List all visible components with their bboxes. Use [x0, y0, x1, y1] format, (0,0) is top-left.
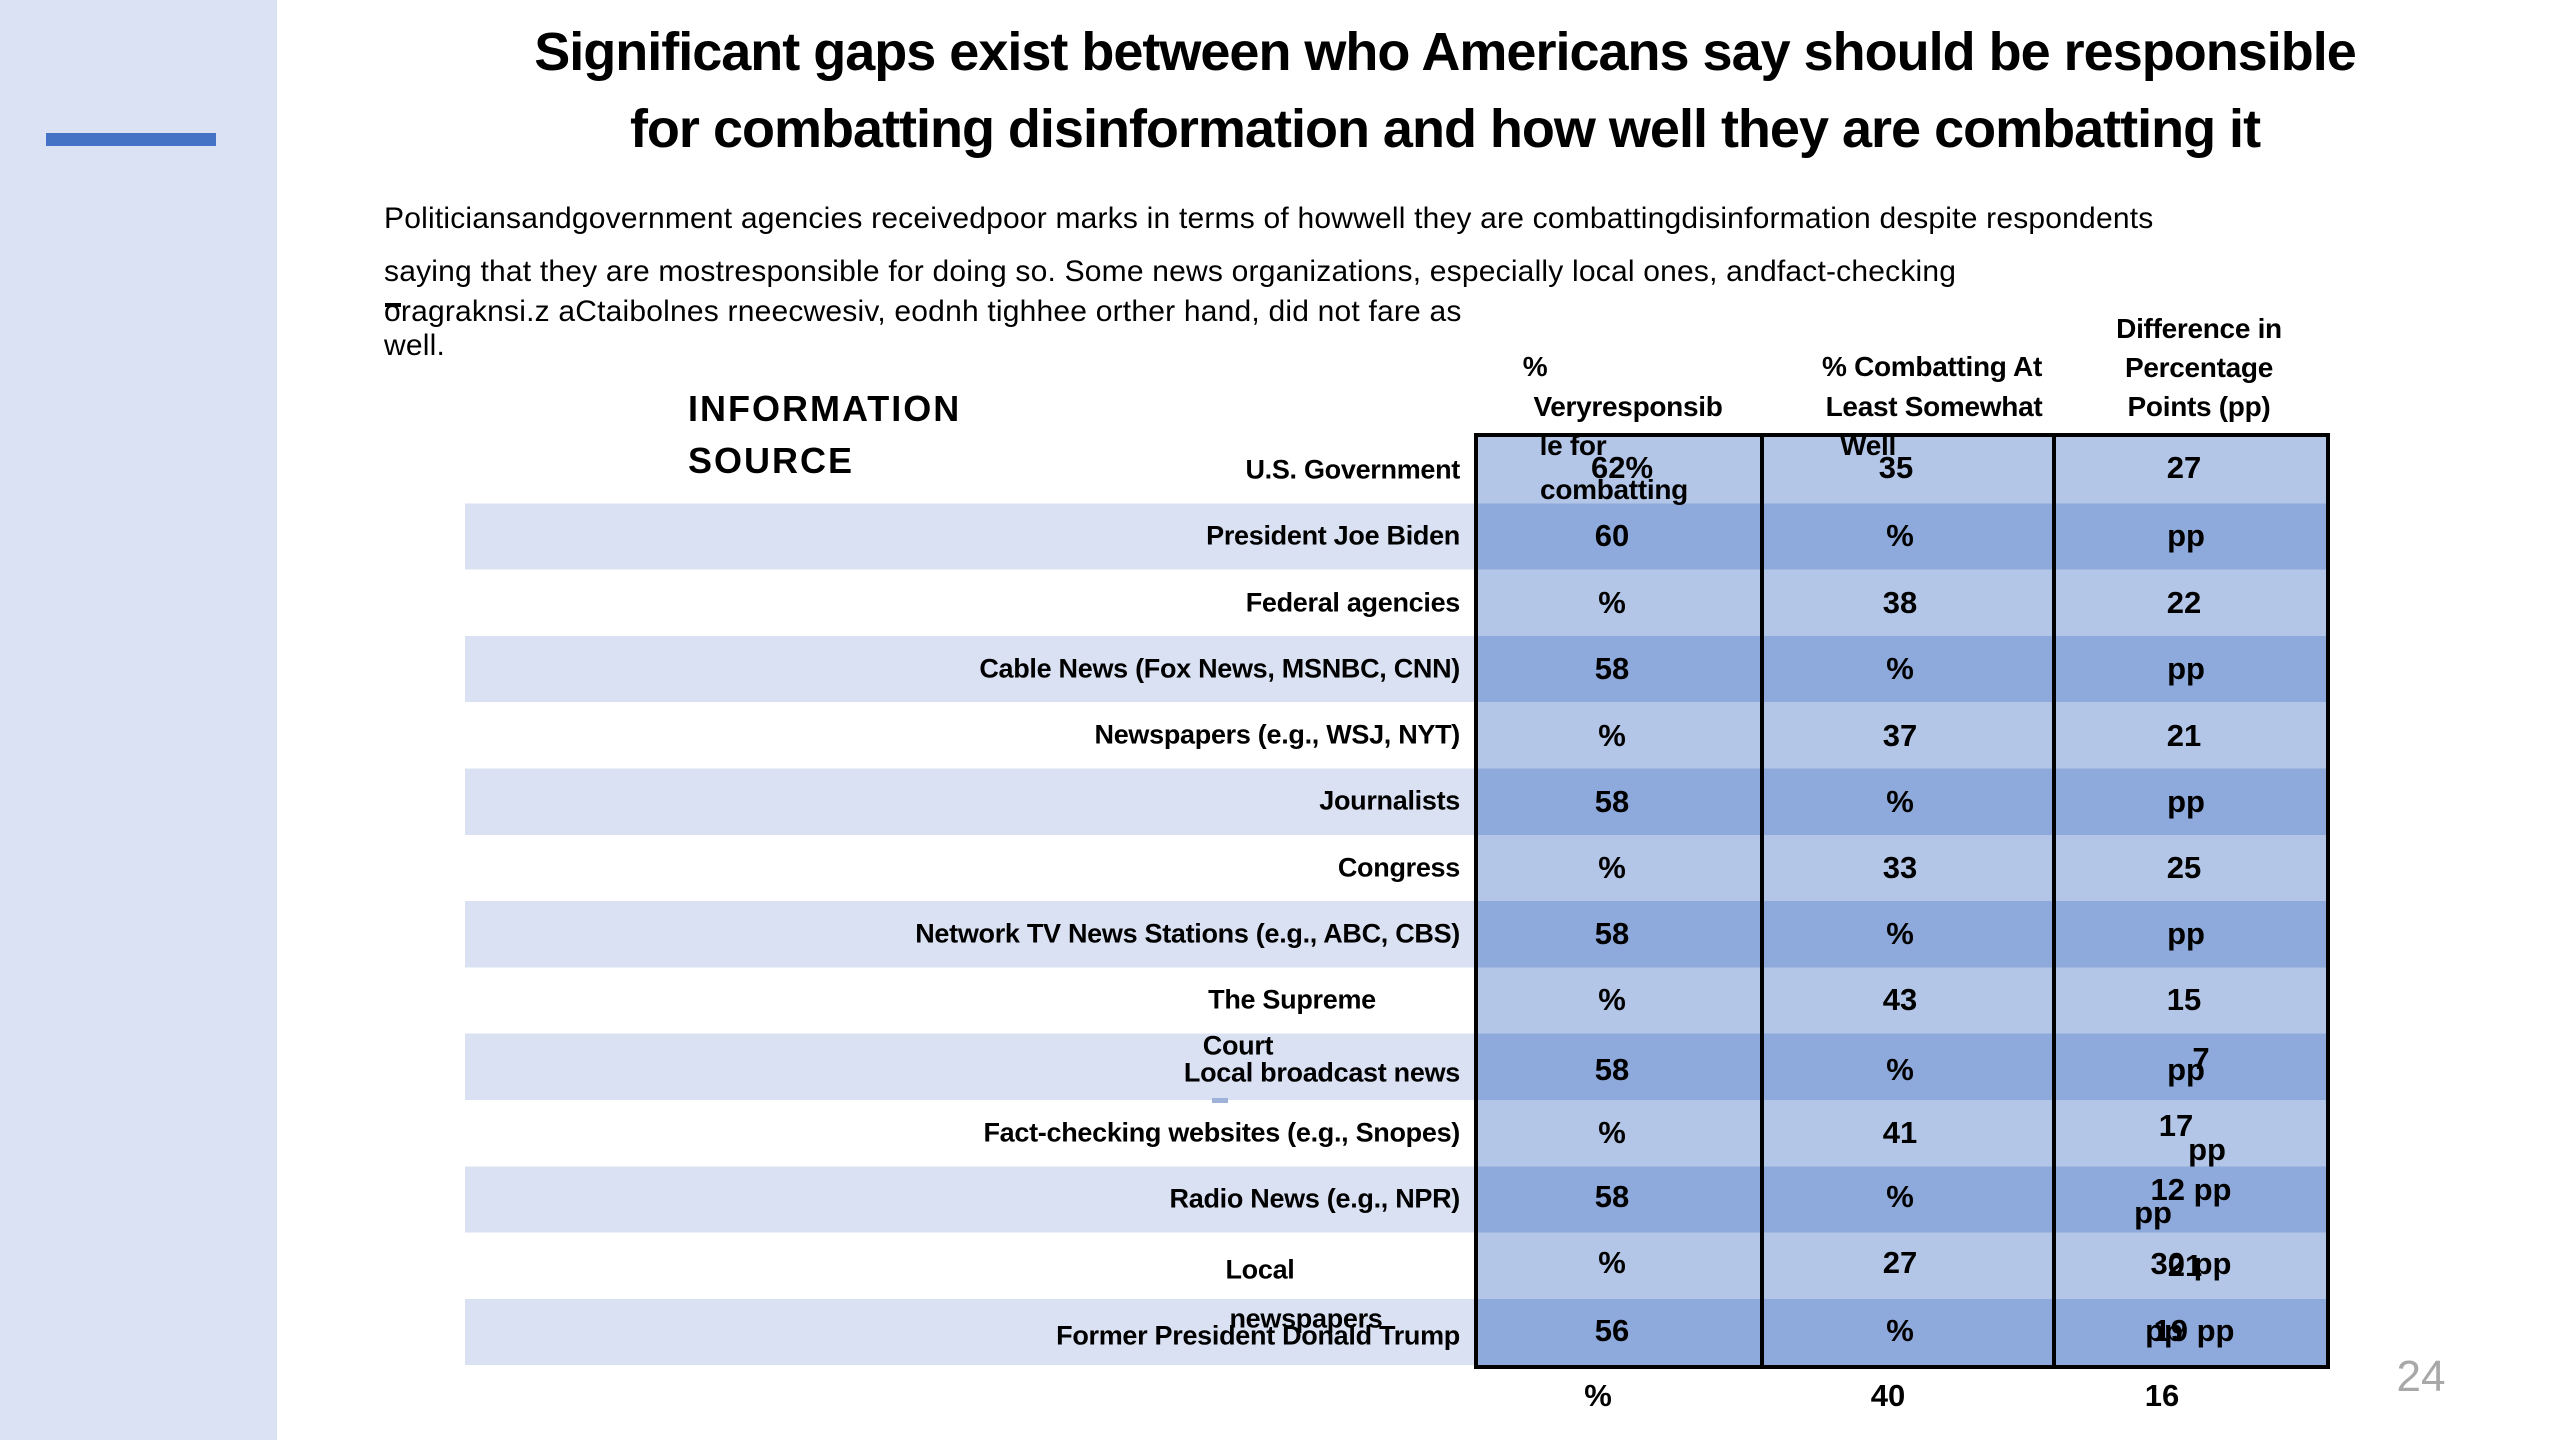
cell-value: 21: [2166, 718, 2202, 753]
header-responsible-line2: Veryresponsib: [1533, 391, 1723, 422]
cell-value-overlap: 21: [2167, 1248, 2203, 1283]
paragraph-line3: oragraknsi.z aCtaibolnes rneecwesiv, eod…: [384, 295, 1462, 328]
header-combatting-line1: % Combatting At: [1822, 351, 2042, 382]
cell-value: 16: [2144, 1378, 2180, 1413]
cell-value: 27: [1882, 1245, 1918, 1280]
cell-value: 19 pp: [2153, 1313, 2235, 1348]
stray-dash-artifact: [1212, 1098, 1228, 1103]
row-label: Cable News (Fox News, MSNBC, CNN): [979, 653, 1460, 684]
row-label: Local broadcast news: [1183, 1057, 1460, 1088]
row-label: Congress: [1337, 852, 1460, 883]
row-label-stripes: [465, 437, 1478, 1365]
cell-value: 35: [1878, 450, 1914, 485]
cell-value-overlap: 7: [2192, 1041, 2210, 1076]
header-responsible-line1: %: [1522, 351, 1548, 382]
cell-value: %: [1598, 850, 1626, 885]
paragraph-line4: well.: [384, 329, 446, 362]
cell-value: %: [1598, 1115, 1626, 1150]
info-source-header-line2: SOURCE: [688, 440, 855, 481]
header-difference-line1: Difference in: [2116, 313, 2282, 344]
cell-value: 62%: [1590, 450, 1654, 485]
cell-value: pp: [2167, 916, 2205, 951]
cell-value: pp: [2167, 784, 2205, 819]
cell-value: %: [1598, 1245, 1626, 1280]
row-label: Fact-checking websites (e.g., Snopes): [983, 1117, 1460, 1148]
cell-value: %: [1598, 982, 1626, 1017]
paragraph-line1: Politiciansandgovernment agencies receiv…: [384, 202, 2154, 235]
column-difference-cells: [2056, 437, 2326, 1365]
column-very-responsible-cells: [1478, 437, 1760, 1365]
row-label: The Supreme: [1208, 984, 1376, 1015]
cell-value: 15: [2166, 982, 2202, 1017]
cell-value: %: [1886, 1313, 1914, 1348]
cell-value: 27: [2166, 450, 2202, 485]
header-combatting-line2: Least Somewhat: [1825, 391, 2043, 422]
column-combatting-well-cells: [1764, 437, 2052, 1365]
cell-value: 58: [1594, 1052, 1630, 1087]
cell-value: 30 pp: [2150, 1246, 2232, 1281]
row-label: Federal agencies: [1245, 587, 1461, 618]
cell-value: 17: [2158, 1108, 2194, 1143]
row-label: Local: [1225, 1254, 1295, 1285]
cell-value: 43: [1882, 982, 1918, 1017]
slide-title: Significant gaps exist between who Ameri…: [330, 14, 2560, 168]
table-column-separator-2: [2052, 437, 2056, 1365]
row-label: Journalists: [1319, 785, 1460, 816]
cell-value: 41: [1882, 1115, 1918, 1150]
cell-value: %: [1886, 651, 1914, 686]
cell-value: 58: [1594, 651, 1630, 686]
cell-value: %: [1886, 916, 1914, 951]
left-sidebar-panel: [0, 0, 277, 1440]
header-difference-line2: Percentage: [2125, 352, 2273, 383]
cell-value: 56: [1594, 1313, 1630, 1348]
cell-value: 58: [1594, 1179, 1630, 1214]
row-label: Network TV News Stations (e.g., ABC, CBS…: [915, 918, 1460, 949]
accent-bar: [46, 133, 216, 146]
cell-value: 25: [2166, 850, 2202, 885]
cell-value: pp: [2167, 518, 2205, 553]
cell-value: 33: [1882, 850, 1918, 885]
cell-value: 40: [1870, 1378, 1906, 1413]
table-outer-border: [1474, 433, 2330, 1369]
text-artifact-strike: [385, 303, 401, 307]
row-label: U.S. Government: [1245, 454, 1460, 485]
header-combatting-line3: Well: [1840, 430, 1896, 461]
row-label: Newspapers (e.g., WSJ, NYT): [1094, 719, 1461, 750]
cell-value: 22: [2166, 585, 2202, 620]
slide-title-line1: Significant gaps exist between who Ameri…: [534, 22, 2357, 82]
cell-value-overlap: pp: [2145, 1313, 2183, 1348]
cell-value-overlap: pp: [2188, 1132, 2226, 1167]
header-responsible-line4: combatting: [1540, 474, 1688, 505]
cell-value: 12 pp: [2150, 1172, 2232, 1207]
info-source-header-line1: INFORMATION: [688, 388, 962, 429]
cell-value: 37: [1882, 718, 1918, 753]
row-label-wrap: newspapers: [1229, 1303, 1383, 1334]
cell-value-overlap: pp: [2134, 1195, 2172, 1230]
row-label: President Joe Biden: [1206, 520, 1460, 551]
cell-value: %: [1886, 784, 1914, 819]
cell-value: %: [1598, 585, 1626, 620]
cell-value: %: [1886, 1052, 1914, 1087]
cell-value: 38: [1882, 585, 1918, 620]
cell-value: %: [1584, 1378, 1612, 1413]
cell-value: %: [1886, 518, 1914, 553]
paragraph-line2: saying that they are mostresponsible for…: [384, 255, 1957, 288]
cell-value: pp: [2167, 1052, 2205, 1087]
header-difference-line3: Points (pp): [2127, 391, 2271, 422]
cell-value: 58: [1594, 916, 1630, 951]
cell-value: 58: [1594, 784, 1630, 819]
cell-value: %: [1886, 1179, 1914, 1214]
table-column-separator-1: [1760, 437, 1764, 1365]
slide-title-line2: for combatting disinformation and how we…: [629, 99, 2261, 159]
header-responsible-line3: le for: [1539, 430, 1607, 461]
cell-value: %: [1598, 718, 1626, 753]
row-label-wrap: Court: [1202, 1030, 1274, 1061]
row-label: Former President Donald Trump: [1056, 1320, 1460, 1351]
cell-value: pp: [2167, 651, 2205, 686]
row-label: Radio News (e.g., NPR): [1169, 1183, 1461, 1214]
cell-value: 60: [1594, 518, 1630, 553]
page-number: 24: [2396, 1352, 2446, 1401]
